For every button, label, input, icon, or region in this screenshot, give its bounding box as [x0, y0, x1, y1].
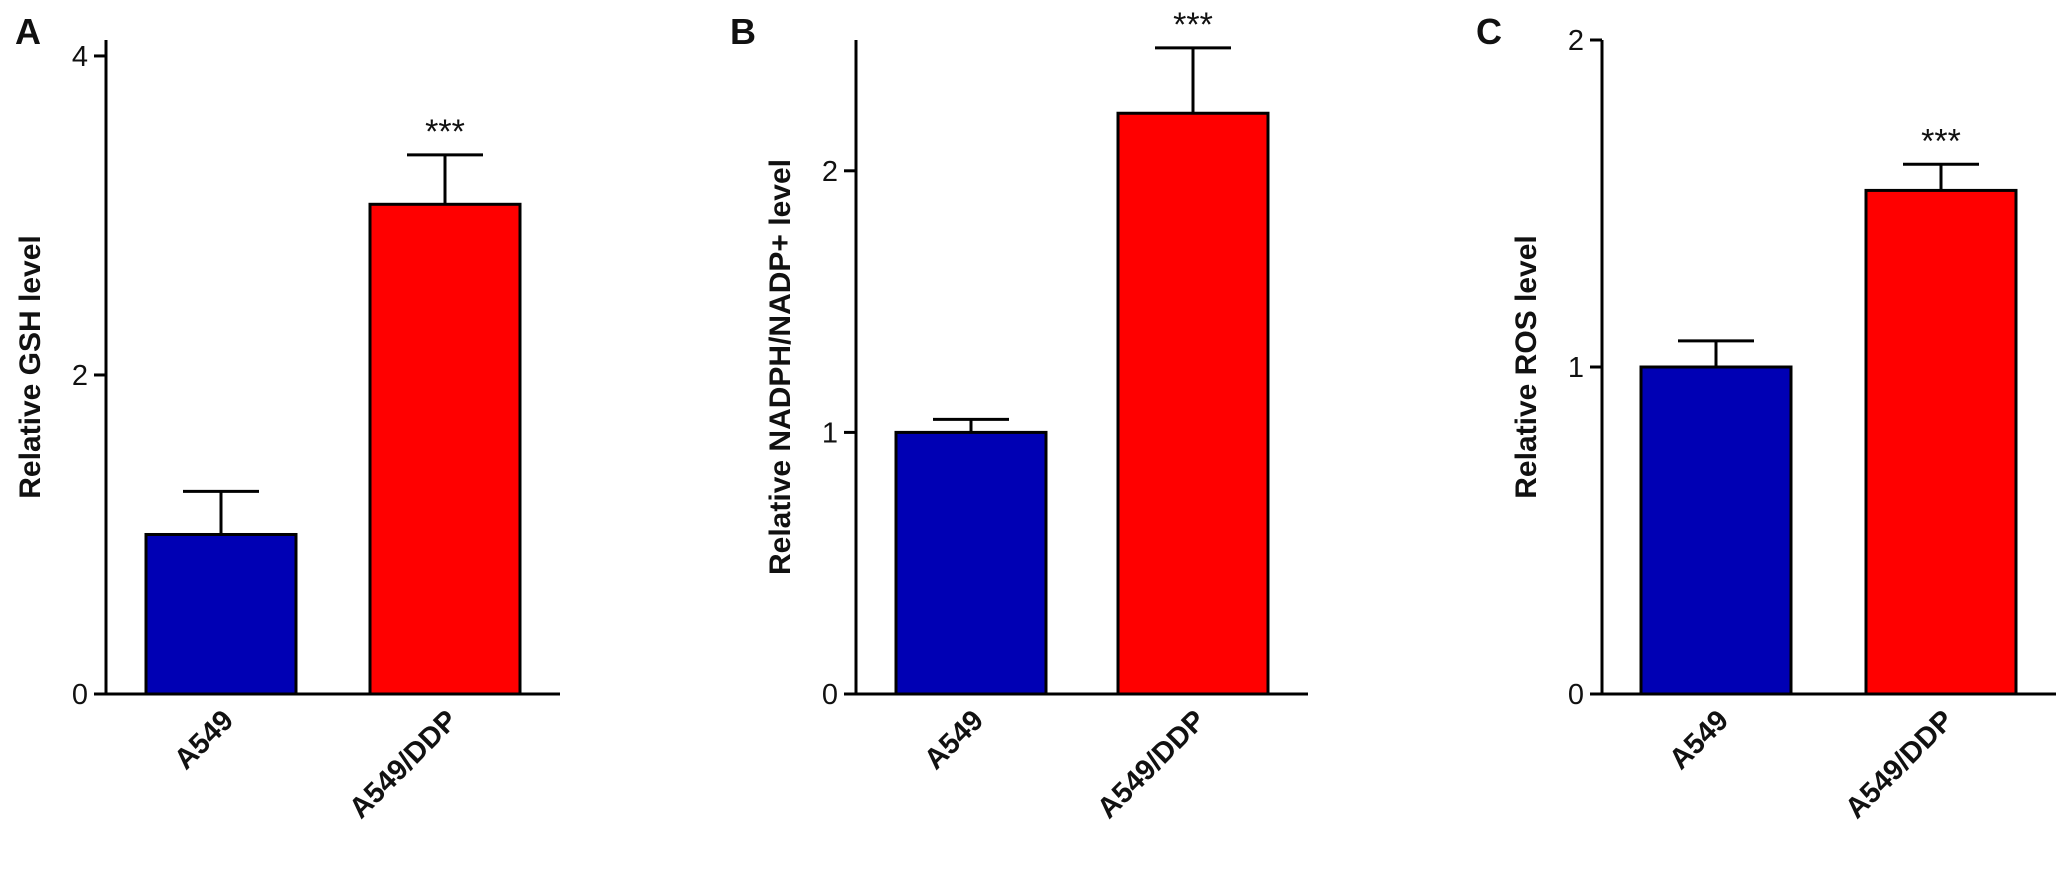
panel-letter: B — [730, 11, 756, 52]
panel-letter: A — [15, 11, 41, 52]
y-tick-label: 1 — [822, 417, 838, 449]
y-tick-label: 1 — [1568, 352, 1584, 384]
panel-letter: C — [1476, 11, 1502, 52]
x-category-label: A549 — [168, 704, 240, 776]
y-tick-label: 4 — [72, 41, 88, 73]
x-category-label: A549/DDP — [1091, 704, 1212, 825]
y-tick-label: 2 — [72, 360, 88, 392]
chart-panel-a: A 0 2 4 Relative GSH level A549 *** A549/DDP — [14, 11, 560, 825]
x-category-label: A549/DDP — [343, 704, 464, 825]
significance-label: *** — [1173, 6, 1213, 44]
chart-panel-c: C 0 1 2 Relative ROS level A549 *** A549/DDP — [1476, 11, 2056, 825]
y-tick-label: 0 — [72, 679, 88, 711]
bar-a549-ddp — [368, 202, 522, 696]
bar-a549 — [144, 532, 298, 696]
y-axis-label: Relative GSH level — [14, 235, 47, 498]
x-category-label: A549 — [1663, 704, 1735, 776]
x-category-label: A549 — [918, 704, 990, 776]
y-tick-label: 0 — [822, 679, 838, 711]
y-tick-label: 2 — [822, 156, 838, 188]
chart-panel-b: B 0 1 2 Relative NADPH/NADP+ level A549 *** A54… — [730, 6, 1308, 825]
significance-label: *** — [1921, 122, 1961, 160]
bar-a549-ddp — [1864, 188, 2018, 696]
bar-a549 — [1639, 365, 1793, 696]
significance-label: *** — [425, 113, 465, 151]
y-axis-label: Relative ROS level — [1510, 235, 1543, 498]
y-axis-label: Relative NADPH/NADP+ level — [764, 159, 797, 575]
x-category-label: A549/DDP — [1839, 704, 1960, 825]
bar-a549-ddp — [1116, 111, 1270, 696]
bar-a549 — [894, 430, 1048, 696]
y-tick-label: 2 — [1568, 25, 1584, 57]
y-tick-label: 0 — [1568, 679, 1584, 711]
